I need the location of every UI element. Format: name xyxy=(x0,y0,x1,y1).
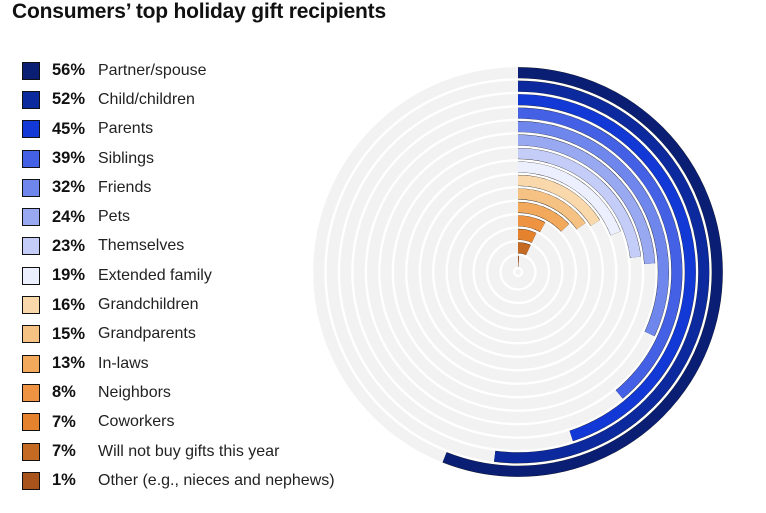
ring-separator xyxy=(472,226,564,318)
legend-value: 45% xyxy=(52,119,86,138)
ring-separator xyxy=(391,145,645,399)
radial-bar xyxy=(517,215,546,232)
radial-bar xyxy=(517,107,683,399)
legend-label: Coworkers xyxy=(98,413,175,431)
legend-swatch xyxy=(22,149,40,168)
radial-bar xyxy=(494,80,710,464)
legend-swatch xyxy=(22,354,40,373)
ring-separator xyxy=(337,91,699,453)
legend-item: 24% Pets xyxy=(22,202,422,231)
legend-label: Other (e.g., nieces and nephews) xyxy=(98,471,335,489)
legend-item: 15% Grandparents xyxy=(22,320,422,349)
legend-value: 19% xyxy=(52,266,86,285)
legend-item: 39% Siblings xyxy=(22,144,422,173)
ring-separator xyxy=(351,105,685,439)
legend-item: 7% Coworkers xyxy=(22,408,422,437)
legend-item: 13% In-laws xyxy=(22,349,422,378)
legend: 56% Partner/spouse 52% Child/children 45% Par… xyxy=(22,56,422,495)
ring-separator xyxy=(432,186,604,358)
legend-label: Siblings xyxy=(98,149,155,167)
radial-bar xyxy=(442,67,723,477)
radial-bar xyxy=(517,94,696,441)
ring-separator xyxy=(485,239,551,305)
radial-bar xyxy=(517,188,586,230)
legend-item: 23% Themselves xyxy=(22,232,422,261)
legend-value: 32% xyxy=(52,178,86,197)
legend-label: Neighbors xyxy=(98,383,171,401)
legend-item: 1% Other (e.g., nieces and nephews) xyxy=(22,466,422,495)
ring-separator xyxy=(499,253,537,291)
legend-value: 8% xyxy=(52,383,76,402)
legend-swatch xyxy=(22,325,40,344)
legend-item: 45% Parents xyxy=(22,115,422,144)
legend-label: Pets xyxy=(98,208,131,226)
legend-swatch xyxy=(22,237,40,256)
legend-swatch xyxy=(22,296,40,315)
legend-value: 56% xyxy=(52,61,86,80)
legend-swatch xyxy=(22,90,40,109)
radial-bar xyxy=(517,121,669,337)
ring-separator xyxy=(364,118,672,426)
radial-bar xyxy=(517,242,531,255)
legend-swatch xyxy=(22,208,40,227)
legend-item: 16% Grandchildren xyxy=(22,290,422,319)
ring-separator xyxy=(458,212,578,332)
radial-bar xyxy=(517,161,621,236)
legend-value: 39% xyxy=(52,149,86,168)
legend-swatch xyxy=(22,61,40,80)
legend-item: 19% Extended family xyxy=(22,261,422,290)
legend-label: Will not buy gifts this year xyxy=(98,442,280,460)
legend-label: Parents xyxy=(98,120,154,138)
legend-item: 8% Neighbors xyxy=(22,378,422,407)
radial-bar-chart xyxy=(310,64,726,480)
radial-bar xyxy=(517,148,641,258)
legend-swatch xyxy=(22,120,40,139)
legend-label: Partner/spouse xyxy=(98,61,207,79)
ring-separator xyxy=(418,172,618,372)
ring-separator xyxy=(310,64,726,480)
radial-bar xyxy=(517,175,600,226)
ring-separator xyxy=(445,199,591,345)
legend-swatch xyxy=(22,471,40,490)
legend-value: 23% xyxy=(52,236,86,255)
legend-value: 13% xyxy=(52,354,86,373)
legend-label: Grandparents xyxy=(98,325,196,343)
ring-separator xyxy=(512,266,524,278)
ring-separator xyxy=(378,132,658,412)
legend-item: 56% Partner/spouse xyxy=(22,56,422,85)
legend-item: 32% Friends xyxy=(22,173,422,202)
ring-separator xyxy=(405,159,631,385)
legend-label: Themselves xyxy=(98,237,185,255)
legend-value: 15% xyxy=(52,324,86,343)
legend-swatch xyxy=(22,442,40,461)
legend-label: Extended family xyxy=(98,266,212,284)
legend-value: 1% xyxy=(52,471,76,490)
legend-swatch xyxy=(22,266,40,285)
ring-separator xyxy=(324,78,712,466)
legend-label: Child/children xyxy=(98,90,195,108)
chart-title: Consumers’ top holiday gift recipients xyxy=(12,0,386,23)
legend-label: Grandchildren xyxy=(98,296,199,314)
legend-item: 7% Will not buy gifts this year xyxy=(22,437,422,466)
legend-swatch xyxy=(22,178,40,197)
radial-bar xyxy=(517,202,569,232)
legend-swatch xyxy=(22,383,40,402)
radial-bar xyxy=(517,134,655,265)
radial-bar xyxy=(517,229,537,243)
legend-label: Friends xyxy=(98,178,152,196)
legend-value: 16% xyxy=(52,295,86,314)
legend-item: 52% Child/children xyxy=(22,85,422,114)
legend-swatch xyxy=(22,413,40,432)
legend-label: In-laws xyxy=(98,354,149,372)
legend-value: 24% xyxy=(52,207,86,226)
legend-value: 7% xyxy=(52,442,76,460)
legend-value: 7% xyxy=(52,412,76,431)
legend-value: 52% xyxy=(52,90,86,109)
